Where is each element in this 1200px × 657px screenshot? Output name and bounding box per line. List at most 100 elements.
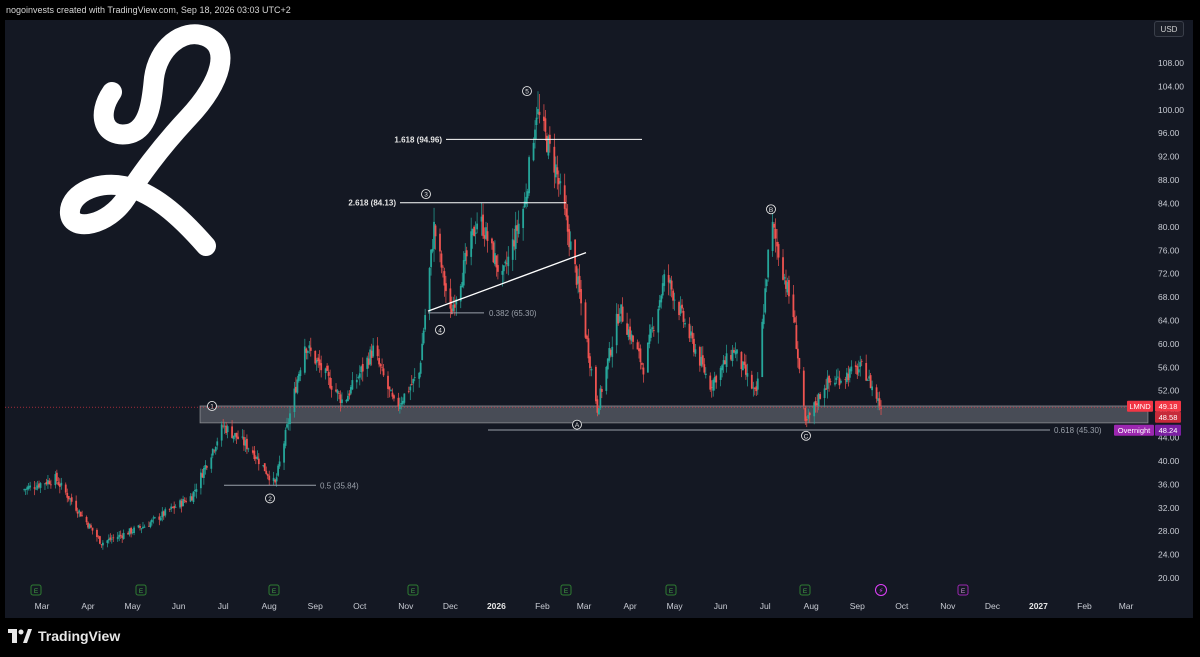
candle-body [771, 221, 774, 252]
candle-body [734, 350, 737, 355]
candle [523, 192, 526, 209]
candle-body [278, 461, 281, 467]
candle-body [347, 395, 349, 402]
candle-body [795, 325, 798, 349]
earnings-marker-box[interactable] [560, 584, 572, 596]
candle [476, 212, 479, 234]
candle [756, 372, 759, 395]
candle [857, 360, 860, 377]
candle [838, 370, 841, 389]
future-earnings-box[interactable] [957, 584, 969, 596]
chart-panel[interactable] [5, 20, 1193, 618]
earnings-marker[interactable]: E [560, 584, 572, 596]
earnings-marker[interactable]: E [665, 584, 677, 596]
candle [403, 393, 406, 405]
candle [225, 422, 228, 435]
time-tick-label: Oct [895, 601, 909, 611]
candle [101, 540, 104, 550]
earnings-marker-box[interactable] [268, 584, 280, 596]
candle-body [877, 398, 879, 401]
candle-body [652, 330, 655, 332]
candle [627, 323, 630, 341]
candle-body [153, 517, 156, 519]
candle [110, 534, 113, 544]
earnings-marker[interactable]: E [268, 584, 280, 596]
dividend-marker-circle[interactable] [875, 584, 887, 596]
candle-body [638, 348, 640, 352]
earnings-marker-box[interactable] [407, 584, 419, 596]
candle-body [486, 231, 489, 241]
candle [330, 378, 333, 398]
candle [275, 473, 278, 487]
candle [251, 446, 254, 455]
dividend-marker[interactable]: ⚡ [875, 584, 887, 596]
tradingview-logo-icon [8, 629, 32, 643]
candle-body [661, 283, 664, 296]
price-tick-label: 80.00 [1158, 222, 1180, 232]
candle [153, 516, 156, 520]
candle-body [67, 496, 70, 500]
candle [480, 202, 483, 236]
candle-body [222, 425, 225, 427]
currency-button[interactable]: USD [1154, 21, 1184, 37]
candle-body [96, 529, 98, 538]
tradingview-logo[interactable]: TradingView [8, 628, 120, 644]
candle-body [646, 342, 649, 373]
earnings-marker[interactable]: E [407, 584, 419, 596]
candle-body [336, 390, 339, 394]
candle-body [106, 540, 109, 543]
earnings-marker[interactable]: E [30, 584, 42, 596]
earnings-marker-box[interactable] [30, 584, 42, 596]
candle [462, 251, 465, 289]
candle-body [241, 436, 244, 438]
candle-body [774, 228, 777, 239]
earnings-marker-box[interactable] [135, 584, 147, 596]
candle-body [713, 377, 716, 383]
candle [289, 406, 291, 431]
candle-body [793, 317, 796, 323]
candle [162, 510, 165, 520]
candle-body [880, 407, 882, 409]
candle [222, 419, 225, 429]
candle [173, 501, 176, 514]
wave-label-b: B [766, 204, 776, 215]
candle [823, 384, 826, 408]
candle-body [817, 393, 820, 407]
candle [700, 346, 703, 368]
earnings-marker-box[interactable] [665, 584, 677, 596]
candle [296, 375, 299, 395]
candle-body [361, 363, 364, 372]
earnings-marker[interactable]: E [799, 584, 811, 596]
candle-body [569, 241, 572, 250]
price-tick-label: 68.00 [1158, 292, 1180, 302]
candle-body [731, 349, 734, 361]
candle [272, 471, 275, 486]
future-earnings-marker[interactable]: E [957, 584, 969, 596]
candle [762, 304, 765, 329]
candle [308, 341, 311, 354]
candle-body [606, 358, 609, 370]
candle [149, 520, 152, 529]
candle [450, 296, 453, 315]
price-tick-label: 52.00 [1158, 386, 1180, 396]
candle-body [670, 280, 673, 290]
candle [553, 133, 556, 189]
candle-body [164, 509, 167, 516]
candle-body [837, 376, 839, 378]
overnight-value-tag-text: 48.24 [1159, 426, 1178, 435]
candle [234, 432, 236, 441]
earnings-marker-text: E [139, 588, 144, 595]
earnings-marker[interactable]: E [135, 584, 147, 596]
candle-body [379, 364, 382, 367]
candle [38, 480, 40, 489]
candle-body [813, 402, 816, 417]
candle-body [58, 483, 61, 487]
candle [361, 357, 364, 382]
candle [44, 482, 46, 490]
earnings-marker-box[interactable] [799, 584, 811, 596]
candle [755, 381, 758, 396]
candle [731, 345, 734, 367]
candle-body [611, 346, 614, 357]
trend-line[interactable] [427, 252, 587, 312]
